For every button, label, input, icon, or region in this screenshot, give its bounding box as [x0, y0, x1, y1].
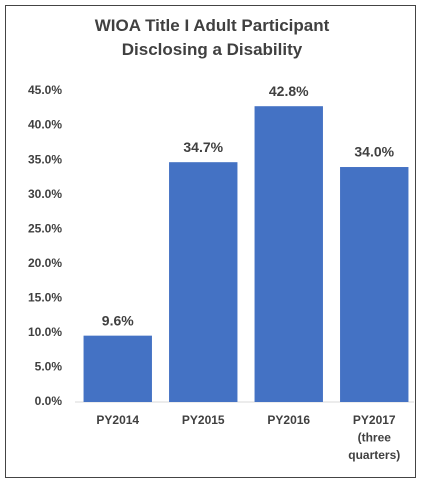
y-tick-label: 45.0%: [28, 83, 62, 97]
value-label: 34.0%: [354, 144, 394, 160]
bar: [254, 106, 323, 403]
x-tick-label: PY2015: [182, 413, 225, 427]
x-tick-label: PY2014: [96, 413, 139, 427]
chart-frame: [5, 5, 416, 478]
y-tick-label: 35.0%: [28, 152, 62, 166]
y-tick-label: 30.0%: [28, 187, 62, 201]
bar: [340, 167, 409, 402]
y-tick-label: 0.0%: [35, 394, 63, 408]
chart-title: WIOA Title I Adult Participant Disclosin…: [94, 16, 330, 59]
y-tick-label: 20.0%: [28, 256, 62, 270]
y-tick-label: 25.0%: [28, 221, 62, 235]
value-label: 9.6%: [102, 312, 134, 328]
y-tick-label: 40.0%: [28, 118, 62, 132]
y-tick-label: 5.0%: [35, 360, 63, 374]
value-label: 34.7%: [183, 139, 223, 155]
value-label: 42.8%: [269, 83, 309, 99]
x-tick-label: PY2016: [267, 413, 310, 427]
y-tick-label: 15.0%: [28, 291, 62, 305]
bar: [83, 335, 152, 402]
x-tick-label: PY2017 (three quarters): [348, 413, 400, 462]
y-tick-label: 10.0%: [28, 325, 62, 339]
bar: [169, 162, 238, 402]
